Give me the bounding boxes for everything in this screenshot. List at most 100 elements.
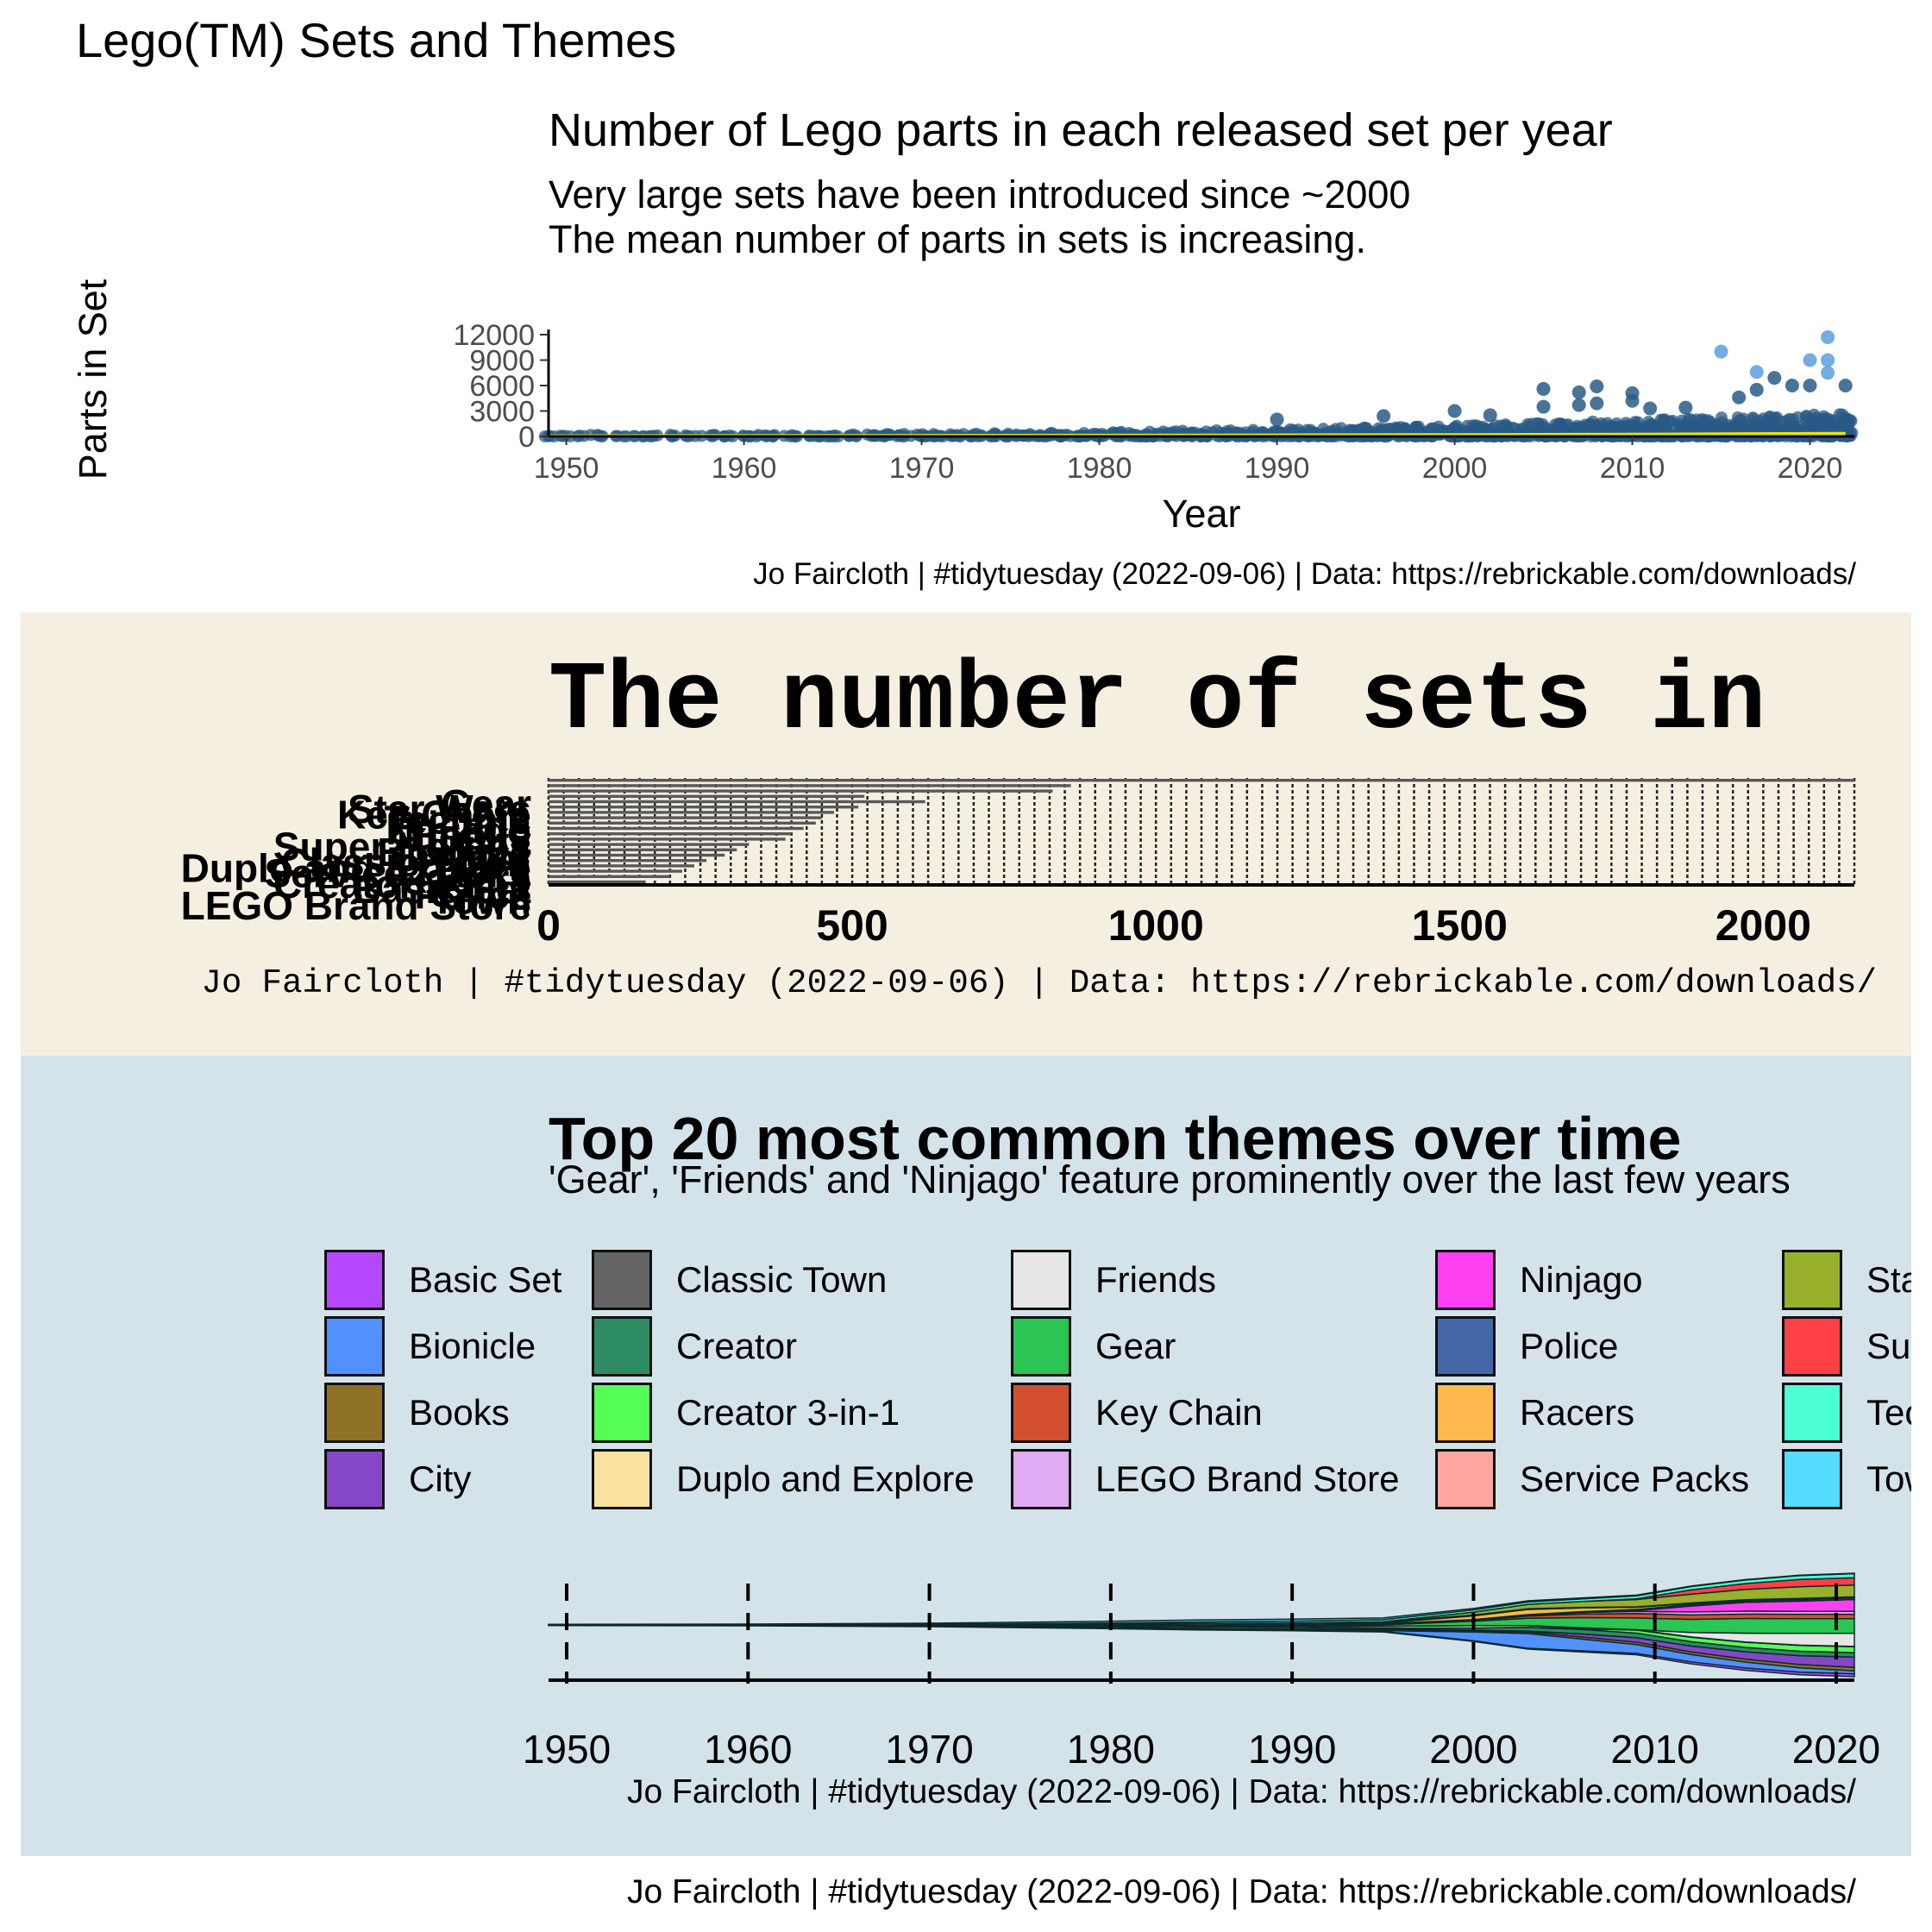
- legend-item: Star Wars: [1782, 1247, 1911, 1313]
- stream-subtitle: 'Gear', 'Friends' and 'Ninjago' feature …: [549, 1157, 1791, 1201]
- legend-item: Police: [1435, 1314, 1618, 1379]
- bar: [549, 875, 670, 879]
- bar: [549, 779, 1854, 782]
- legend-swatch: [592, 1449, 652, 1509]
- bar-category-label: City: [456, 819, 531, 863]
- scatter-title: Number of Lego parts in each released se…: [549, 104, 1613, 156]
- legend-item: Racers: [1435, 1380, 1634, 1446]
- bar-category-label: Duplo and Explore: [181, 845, 531, 890]
- sets-bar-panel: The number of sets in Gear Star Wars Key C…: [21, 612, 1911, 1056]
- legend-item: Service Packs: [1435, 1446, 1749, 1512]
- scatter-point: [1574, 421, 1587, 434]
- bar: [549, 800, 925, 804]
- bar: [549, 853, 725, 857]
- scatter-point: [1654, 413, 1667, 426]
- bar: [549, 821, 816, 825]
- legend-label: Books: [409, 1392, 510, 1433]
- legend-swatch: [1011, 1383, 1071, 1443]
- bar: [549, 816, 822, 819]
- scatter-point: [1714, 344, 1728, 359]
- bar: [549, 848, 737, 852]
- bar: [549, 789, 1053, 793]
- legend-swatch: [1011, 1250, 1071, 1310]
- scatter-point: [1536, 381, 1551, 396]
- legend-item: Books: [324, 1380, 510, 1446]
- legend-item: Town: [1782, 1446, 1911, 1512]
- legend-swatch: [1435, 1383, 1496, 1443]
- legend-item: Friends: [1011, 1247, 1216, 1313]
- scatter-point: [1785, 379, 1799, 392]
- bar-category-label: Racers: [399, 856, 531, 901]
- scatter-point: [1530, 417, 1543, 430]
- scatter-x-axis-label: Year: [1162, 492, 1241, 536]
- legend-label: Star Wars: [1866, 1259, 1911, 1300]
- legend-swatch: [1435, 1449, 1496, 1509]
- legend-label: Basic Set: [409, 1259, 562, 1300]
- legend-item: Gear: [1011, 1314, 1176, 1379]
- parts-scatter-panel: Lego(TM) Sets and Themes Number of Lego …: [0, 0, 1932, 604]
- themes-stream-panel: Top 20 most common themes over time 'Gea…: [21, 1056, 1911, 1856]
- bar-category-label: Star Wars: [348, 787, 531, 831]
- scatter-y-tick-label: 12000: [453, 319, 535, 352]
- stream-x-tick-label: 1990: [1248, 1727, 1336, 1772]
- scatter-point: [1803, 379, 1817, 392]
- stream-x-tick-label: 1950: [523, 1727, 611, 1772]
- scatter-point: [1732, 390, 1747, 405]
- scatter-point: [1678, 400, 1693, 415]
- legend-item: Creator 3-in-1: [592, 1380, 900, 1446]
- stream-x-tick-label: 1970: [885, 1727, 973, 1772]
- legend-item: Creator: [592, 1314, 797, 1379]
- bar-category-label: Creator: [390, 835, 531, 880]
- stream-caption: Jo Faircloth | #tidytuesday (2022-09-06)…: [627, 1773, 1856, 1810]
- legend-item: Technic: [1782, 1380, 1911, 1446]
- scatter-point: [1270, 412, 1284, 427]
- scatter-point: [970, 427, 983, 440]
- scatter-point: [1391, 423, 1404, 436]
- scatter-point: [1697, 415, 1710, 428]
- scatter-caption: Jo Faircloth | #tidytuesday (2022-09-06)…: [753, 557, 1856, 591]
- scatter-point: [1838, 379, 1853, 392]
- scatter-point: [1821, 366, 1835, 380]
- scatter-point: [1625, 393, 1640, 408]
- stream-x-tick-label: 2010: [1611, 1727, 1699, 1772]
- legend-item: City: [324, 1446, 471, 1512]
- bar-category-label: LEGO Brand Store: [181, 883, 531, 928]
- legend-label: LEGO Brand Store: [1095, 1458, 1400, 1499]
- legend-label: Gear: [1095, 1326, 1176, 1366]
- legend-item: Classic Town: [592, 1247, 887, 1313]
- bar-category-label: Ninjago: [386, 808, 531, 853]
- legend-label: Police: [1520, 1326, 1619, 1366]
- scatter-point: [1643, 401, 1658, 416]
- scatter-subtitle-line1: Very large sets have been introduced sin…: [549, 172, 1411, 216]
- scatter-point: [1749, 365, 1764, 380]
- scatter-y-tick-label: 9000: [469, 345, 535, 378]
- bar: [549, 880, 646, 884]
- bar-x-tick-label: 1000: [1108, 901, 1204, 950]
- legend-swatch: [324, 1316, 385, 1377]
- bar-category-label: Technic: [385, 798, 531, 843]
- scatter-point: [1678, 423, 1690, 436]
- legend-label: City: [409, 1458, 472, 1499]
- bar: [549, 869, 682, 873]
- bar: [549, 784, 1071, 787]
- bar: [549, 864, 695, 868]
- bar-category-label: Key Chain: [337, 792, 531, 837]
- legend-swatch: [324, 1383, 385, 1443]
- stream-title: Top 20 most common themes over time: [549, 1105, 1682, 1172]
- bar-x-tick-label: 1500: [1412, 901, 1508, 950]
- scatter-x-tick-label: 2010: [1600, 452, 1665, 485]
- scatter-x-tick-label: 1990: [1245, 452, 1310, 485]
- scatter-y-tick-label: 6000: [469, 370, 535, 403]
- bar-category-label: Books: [410, 813, 531, 858]
- stream-x-tick-label: 1960: [704, 1727, 792, 1772]
- bar: [549, 843, 750, 846]
- legend-label: Town: [1866, 1458, 1911, 1499]
- legend-swatch: [324, 1449, 385, 1509]
- legend-label: Friends: [1095, 1259, 1217, 1300]
- legend-label: Racers: [1520, 1392, 1635, 1433]
- bar: [549, 837, 786, 841]
- legend-swatch: [1011, 1316, 1071, 1377]
- scatter-point: [1304, 423, 1317, 436]
